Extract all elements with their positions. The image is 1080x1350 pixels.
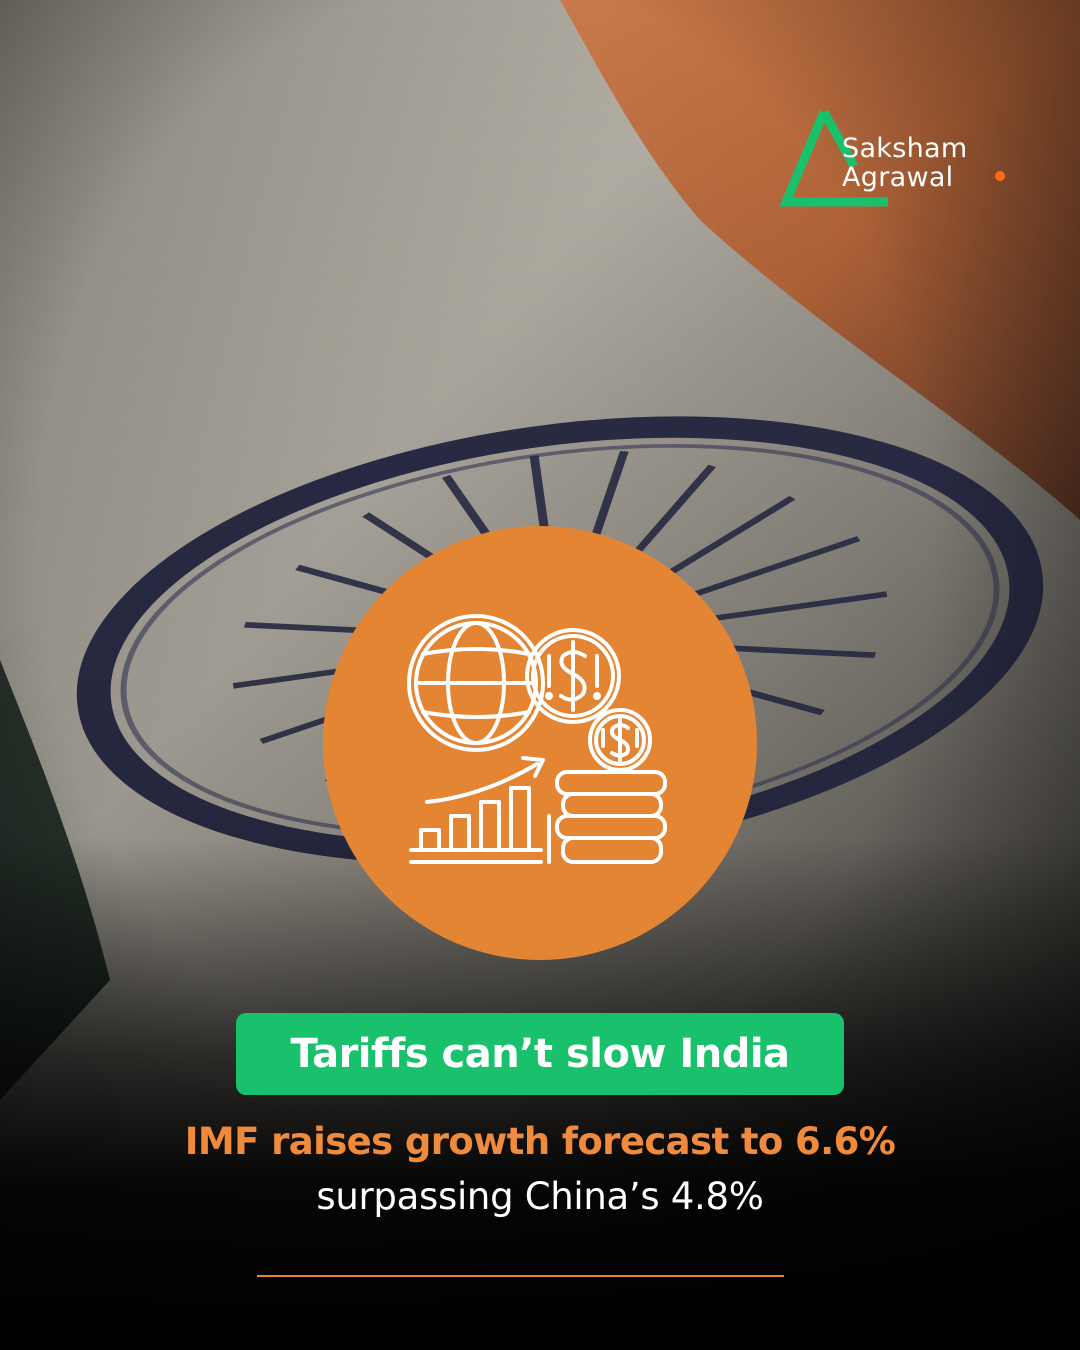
subtitle-detail: surpassing China’s 4.8% <box>316 1175 764 1218</box>
brand-dot <box>995 171 1005 181</box>
bar-chart-growth-icon <box>409 756 545 864</box>
finance-icon-badge <box>323 526 757 960</box>
brand-logo: Saksham Agrawal <box>780 104 1020 214</box>
brand-name-line1: Saksham <box>842 133 968 164</box>
brand-name: Saksham Agrawal <box>842 134 967 192</box>
globe-icon <box>407 614 545 752</box>
brand-name-line2: Agrawal <box>842 162 954 193</box>
coin-stack-icon <box>547 708 667 864</box>
divider-line <box>257 1275 784 1277</box>
dollar-coin-icon <box>525 628 621 724</box>
headline-banner: Tariffs can’t slow India <box>236 1013 844 1095</box>
triangle-logo-icon <box>780 109 888 207</box>
subtitle-highlight: IMF raises growth forecast to 6.6% <box>184 1120 896 1163</box>
